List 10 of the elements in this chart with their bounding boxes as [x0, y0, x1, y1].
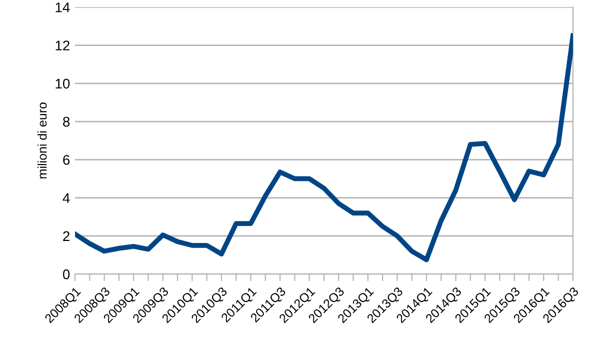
y-tick-label: 12 [56, 40, 70, 50]
y-tick-label: 14 [56, 2, 70, 12]
y-tick-label: 0 [62, 269, 70, 280]
y-tick-label: 4 [62, 193, 70, 203]
y-tick-label: 10 [56, 78, 70, 89]
line-series [75, 33, 573, 262]
y-tick-label: 6 [63, 154, 70, 165]
y-tick-label: 8 [63, 116, 70, 127]
y-axis-title: milioni di euro [38, 102, 47, 178]
y-tick-label: 2 [63, 231, 70, 241]
